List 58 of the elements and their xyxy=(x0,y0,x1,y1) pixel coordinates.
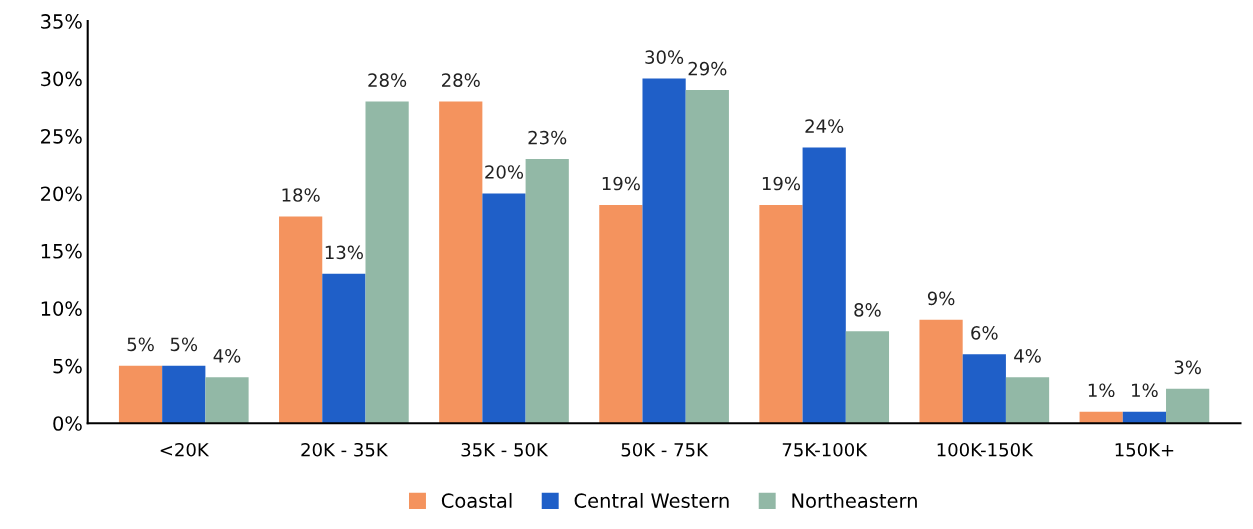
bar xyxy=(162,365,206,424)
data-label: 28% xyxy=(368,73,407,87)
x-tick-label: 50K - 75K xyxy=(621,442,709,457)
data-label: 24% xyxy=(805,119,844,133)
data-label: 4% xyxy=(213,348,241,363)
y-tick-label: 0% xyxy=(53,416,82,431)
y-tick-label: 15% xyxy=(41,243,82,259)
bar xyxy=(525,159,569,424)
bar xyxy=(205,377,249,424)
x-tick-label: 20K - 35K xyxy=(301,442,389,457)
bar xyxy=(322,273,366,424)
data-label: 19% xyxy=(602,176,640,191)
data-label: 6% xyxy=(971,326,998,340)
bar xyxy=(845,331,890,424)
bar xyxy=(279,216,323,424)
data-label: 1% xyxy=(1132,383,1158,398)
y-tick-label: 30% xyxy=(41,71,82,87)
data-label: 4% xyxy=(1014,348,1041,363)
bar xyxy=(802,147,846,424)
y-tick-label: 20% xyxy=(41,186,82,202)
y-tick-label: 5% xyxy=(53,358,82,374)
bar xyxy=(962,354,1006,424)
bar xyxy=(919,319,963,424)
data-label: 5% xyxy=(127,337,154,352)
bar xyxy=(1166,388,1210,424)
bar xyxy=(1005,377,1050,424)
legend-label: Coastal xyxy=(441,492,512,509)
data-label: 8% xyxy=(854,303,881,317)
y-tick-label: 10% xyxy=(41,301,82,316)
data-label: 18% xyxy=(282,188,320,202)
bar xyxy=(759,204,803,424)
y-tick-label: 35% xyxy=(41,14,82,29)
bar xyxy=(599,204,643,424)
data-label: 1% xyxy=(1088,383,1115,398)
data-label: 9% xyxy=(927,291,955,306)
data-label: 5% xyxy=(170,337,198,352)
x-tick-label: 150K+ xyxy=(1115,442,1174,457)
y-tick-label: 25% xyxy=(41,128,82,144)
bar xyxy=(365,101,409,424)
data-label: 29% xyxy=(688,61,727,76)
data-label: 23% xyxy=(528,130,567,145)
bar xyxy=(642,78,686,424)
x-tick-label: 35K - 50K xyxy=(461,442,549,457)
data-label: 3% xyxy=(1174,360,1201,375)
data-label: 20% xyxy=(485,165,524,179)
data-label: 28% xyxy=(442,73,480,87)
x-tick-label: 75K-100K xyxy=(782,442,868,457)
x-tick-label: 100K-150K xyxy=(937,442,1034,457)
bar xyxy=(482,193,526,424)
data-label: 13% xyxy=(325,245,363,260)
bar xyxy=(118,365,163,424)
x-tick-label: <20K xyxy=(160,442,210,457)
data-label: 19% xyxy=(762,176,801,191)
data-label: 30% xyxy=(645,50,684,64)
legend-label: Northeastern xyxy=(792,492,917,509)
bar xyxy=(685,90,729,424)
bar xyxy=(439,101,483,424)
legend-label: Central Western xyxy=(574,492,729,509)
